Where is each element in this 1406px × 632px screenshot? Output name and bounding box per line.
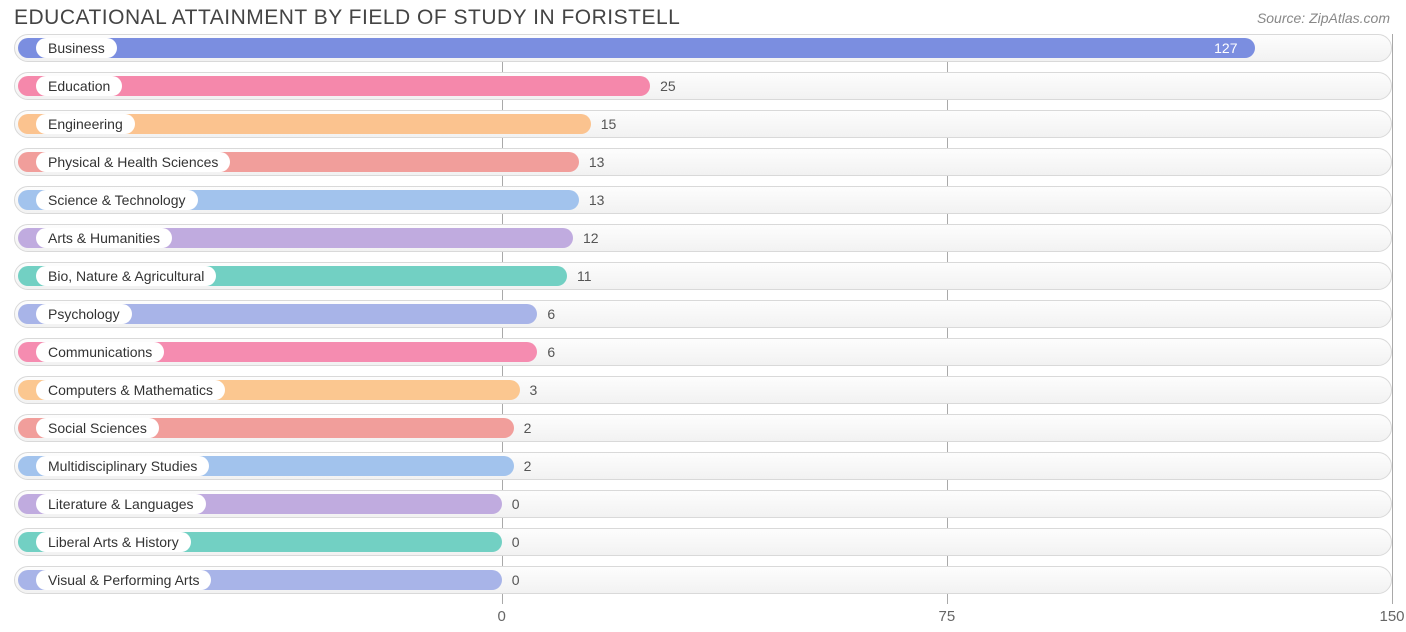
bar-row: Communications 6 xyxy=(14,338,1392,368)
bar-value-label: 6 xyxy=(547,338,555,366)
bar-row: Visual & Performing Arts 0 xyxy=(14,566,1392,596)
bar-row: Science & Technology 13 xyxy=(14,186,1392,216)
bar-row: Engineering 15 xyxy=(14,110,1392,140)
bar-row: Bio, Nature & Agricultural 11 xyxy=(14,262,1392,292)
bar-row: Psychology 6 xyxy=(14,300,1392,330)
bar-category-pill: Arts & Humanities xyxy=(36,228,172,248)
bar-value-label: 15 xyxy=(601,110,617,138)
bar-value-label: 2 xyxy=(524,452,532,480)
axis-tick-label: 75 xyxy=(939,608,956,625)
axis-tick-label: 0 xyxy=(498,608,506,625)
axis-tick-label: 150 xyxy=(1379,608,1404,625)
bar-category-pill: Literature & Languages xyxy=(36,494,206,514)
bar-category-pill: Business xyxy=(36,38,117,58)
bar-category-pill: Communications xyxy=(36,342,164,362)
bar-value-label: 6 xyxy=(547,300,555,328)
bar-row: Liberal Arts & History 0 xyxy=(14,528,1392,558)
bar-value-label: 2 xyxy=(524,414,532,442)
bar-value-label: 127 xyxy=(1214,34,1237,62)
bar-value-label: 0 xyxy=(512,566,520,594)
x-axis: 075150 xyxy=(14,608,1392,628)
bar-category-pill: Bio, Nature & Agricultural xyxy=(36,266,216,286)
bar-row: Literature & Languages 0 xyxy=(14,490,1392,520)
bar-row: Multidisciplinary Studies 2 xyxy=(14,452,1392,482)
bar-value-label: 0 xyxy=(512,528,520,556)
chart-source: Source: ZipAtlas.com xyxy=(1257,10,1390,26)
bar-fill xyxy=(18,38,1255,58)
bar-category-pill: Visual & Performing Arts xyxy=(36,570,211,590)
bar-value-label: 12 xyxy=(583,224,599,252)
chart-title: EDUCATIONAL ATTAINMENT BY FIELD OF STUDY… xyxy=(14,6,680,30)
bar-category-pill: Liberal Arts & History xyxy=(36,532,191,552)
bar-value-label: 3 xyxy=(530,376,538,404)
bar-value-label: 0 xyxy=(512,490,520,518)
bar-row: Arts & Humanities 12 xyxy=(14,224,1392,254)
bar-row: Education 25 xyxy=(14,72,1392,102)
bar-value-label: 11 xyxy=(577,262,592,290)
bar-category-pill: Science & Technology xyxy=(36,190,198,210)
chart-container: EDUCATIONAL ATTAINMENT BY FIELD OF STUDY… xyxy=(0,0,1406,632)
bar-category-pill: Multidisciplinary Studies xyxy=(36,456,209,476)
bar-category-pill: Education xyxy=(36,76,122,96)
bar-category-pill: Psychology xyxy=(36,304,132,324)
bar-category-pill: Computers & Mathematics xyxy=(36,380,225,400)
bar-category-pill: Engineering xyxy=(36,114,135,134)
bar-row: Physical & Health Sciences 13 xyxy=(14,148,1392,178)
bar-value-label: 25 xyxy=(660,72,676,100)
plot-area: Business 127 Education 25 Engineering 15 Physi… xyxy=(14,34,1392,604)
bar-row: Social Sciences 2 xyxy=(14,414,1392,444)
bar-category-pill: Physical & Health Sciences xyxy=(36,152,230,172)
gridline xyxy=(1392,34,1393,604)
bar-value-label: 13 xyxy=(589,148,605,176)
bar-category-pill: Social Sciences xyxy=(36,418,159,438)
bar-row: Business 127 xyxy=(14,34,1392,64)
bar-row: Computers & Mathematics 3 xyxy=(14,376,1392,406)
bar-value-label: 13 xyxy=(589,186,605,214)
